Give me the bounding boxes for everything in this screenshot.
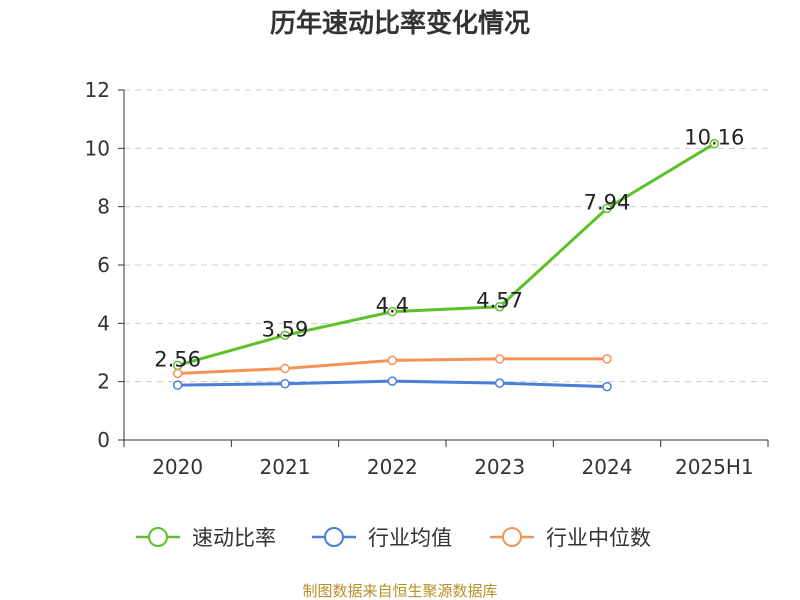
data-label: 4.4: [376, 294, 409, 318]
legend-label: 行业均值: [368, 526, 452, 550]
x-tick-label: 2023: [474, 455, 525, 479]
data-point[interactable]: [602, 203, 612, 214]
data-label: 3.59: [262, 317, 309, 341]
data-point[interactable]: [602, 354, 612, 364]
data-point[interactable]: [280, 330, 290, 341]
data-point[interactable]: [494, 354, 505, 364]
y-tick-label: 4: [97, 311, 110, 335]
x-tick-label: 2022: [367, 455, 418, 479]
series-line-0: [177, 142, 716, 367]
legend[interactable]: 速动比率 行业均值 行业中位数: [136, 526, 651, 550]
data-label: 4.57: [476, 289, 523, 313]
legend-item-1[interactable]: 行业均值: [312, 526, 452, 550]
y-tick-label: 6: [97, 253, 110, 277]
legend-marker: [324, 527, 344, 547]
legend-marker: [502, 527, 522, 547]
x-tick-label: 2025H1: [675, 455, 754, 479]
x-tick-label: 2021: [260, 455, 311, 479]
grid: [124, 89, 768, 383]
data-point[interactable]: [494, 378, 505, 388]
data-point[interactable]: [172, 380, 183, 390]
legend-label: 速动比率: [192, 526, 276, 550]
data-point[interactable]: [280, 378, 290, 389]
y-tick-label: 10: [85, 136, 110, 160]
data-point[interactable]: [280, 363, 290, 374]
y-tick-label: 8: [97, 195, 110, 219]
legend-item-0[interactable]: 速动比率: [136, 526, 276, 550]
axes: 0 2 4 6 8 10 12 2020 2021 2022 2023 2024 2025H1: [85, 78, 769, 479]
legend-marker: [148, 527, 168, 547]
data-label: 10.16: [684, 126, 744, 150]
source-note: 制图数据来自恒生聚源数据库: [302, 582, 497, 600]
data-label: 2.56: [154, 347, 201, 371]
data-point[interactable]: [709, 138, 720, 149]
data-point[interactable]: [494, 301, 505, 312]
data-label: 7.94: [584, 190, 631, 214]
x-tick-label: 2024: [582, 455, 633, 479]
data-point[interactable]: [387, 376, 398, 386]
chart-title: 历年速动比率变化情况: [270, 8, 530, 39]
data-point[interactable]: [387, 355, 398, 366]
data-point[interactable]: [387, 306, 398, 317]
legend-label: 行业中位数: [546, 526, 651, 550]
legend-item-2[interactable]: 行业中位数: [490, 526, 651, 550]
data-point[interactable]: [172, 368, 183, 379]
y-tick-label: 12: [85, 78, 110, 102]
data-labels: 2.56 3.59 4.4 4.57 7.94 10.16: [154, 126, 744, 372]
series-lines: [172, 138, 720, 392]
y-tick-label: 0: [97, 428, 110, 452]
data-point[interactable]: [602, 381, 612, 392]
y-tick-label: 2: [97, 370, 110, 394]
x-tick-label: 2020: [152, 455, 203, 479]
